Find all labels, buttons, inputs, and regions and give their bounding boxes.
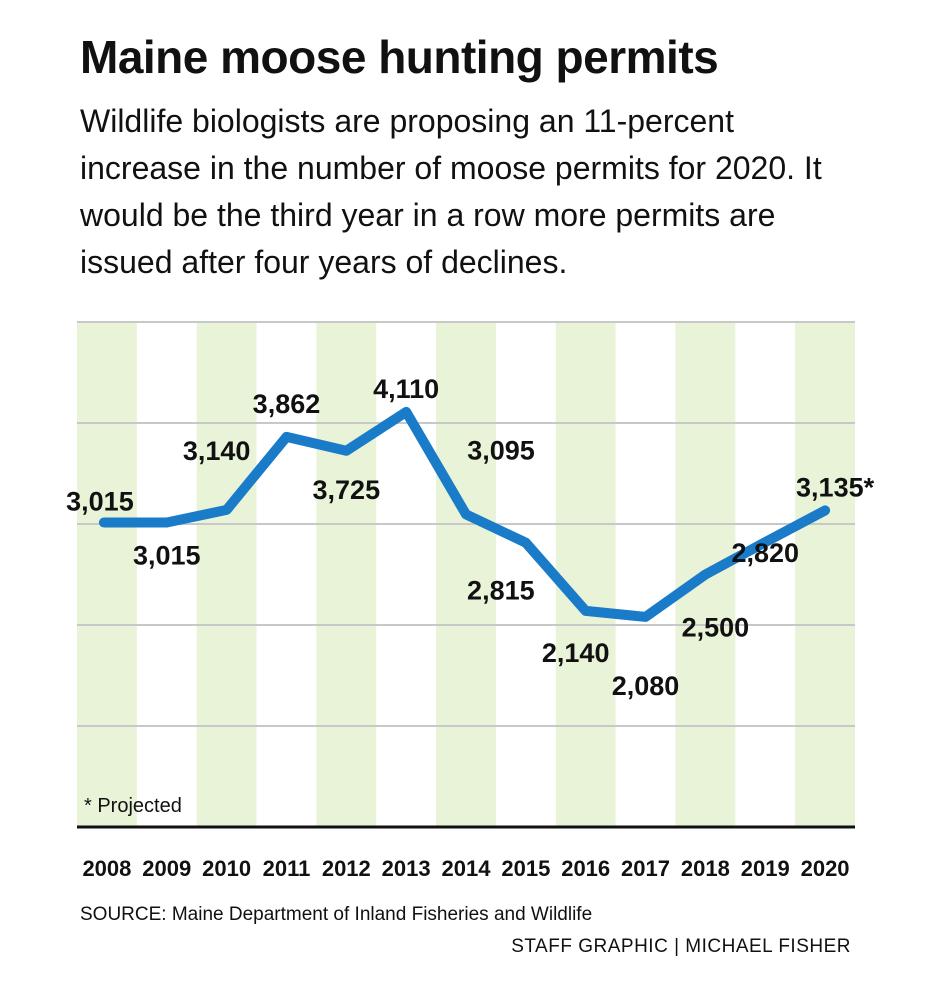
x-tick-label: 2010 <box>202 856 251 881</box>
year-band <box>316 322 377 827</box>
data-label: 2,140 <box>542 638 610 668</box>
data-label: 3,015 <box>66 486 134 516</box>
source-note: SOURCE: Maine Department of Inland Fishe… <box>80 904 593 925</box>
data-label: 2,080 <box>612 671 680 701</box>
x-tick-label: 2019 <box>741 856 790 881</box>
data-label: 3,135* <box>796 472 875 502</box>
data-label: 3,095 <box>467 435 535 465</box>
x-tick-label: 2020 <box>801 856 850 881</box>
data-label: 3,015 <box>133 540 201 570</box>
x-tick-label: 2016 <box>561 856 610 881</box>
x-tick-label: 2008 <box>82 856 131 881</box>
data-label: 3,862 <box>253 389 321 419</box>
data-label: 2,820 <box>731 538 799 568</box>
x-tick-labels: 2008 2009 2010 2011 2012 2013 2014 2015 2016 2017… <box>82 856 849 881</box>
chart-title: Maine moose hunting permits <box>80 31 719 83</box>
data-label: 4,110 <box>373 374 439 404</box>
chart-subtitle: Wildlife biologists are proposing an 11-… <box>80 103 822 280</box>
data-label: 2,815 <box>467 576 535 606</box>
x-tick-label: 2018 <box>681 856 730 881</box>
x-tick-label: 2012 <box>322 856 371 881</box>
x-tick-label: 2011 <box>263 856 311 881</box>
data-label: 3,140 <box>183 436 251 466</box>
footnote: * Projected <box>84 795 182 817</box>
year-bands <box>77 322 855 827</box>
data-label: 2,500 <box>682 613 750 643</box>
gridlines <box>77 321 855 727</box>
x-tick-label: 2017 <box>621 856 670 881</box>
credit: STAFF GRAPHIC | MICHAEL FISHER <box>511 936 851 957</box>
data-label: 3,725 <box>313 475 381 505</box>
x-tick-label: 2009 <box>142 856 191 881</box>
year-band <box>795 322 855 827</box>
x-tick-label: 2013 <box>382 856 431 881</box>
year-band <box>555 322 616 827</box>
year-band <box>436 322 496 827</box>
x-tick-label: 2015 <box>501 856 550 881</box>
year-band <box>77 322 137 827</box>
year-band <box>196 322 257 827</box>
x-tick-label: 2014 <box>442 856 492 881</box>
series-line <box>98 406 831 622</box>
